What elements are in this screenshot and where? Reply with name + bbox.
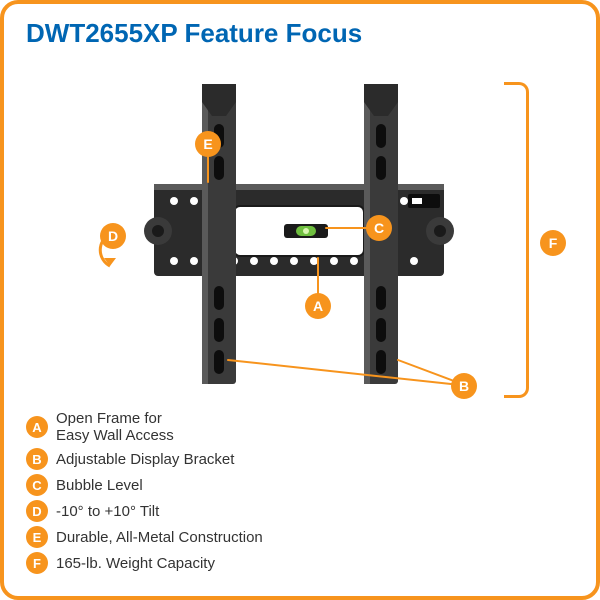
legend-badge-F: F: [26, 552, 48, 574]
legend-text: Adjustable Display Bracket: [56, 451, 234, 468]
legend-text: Open Frame forEasy Wall Access: [56, 410, 174, 444]
callout-A: A: [305, 293, 331, 319]
legend-row: F 165-lb. Weight Capacity: [26, 552, 263, 574]
legend-text: 165-lb. Weight Capacity: [56, 555, 215, 572]
product-illustration: [114, 76, 474, 396]
legend-badge-D: D: [26, 500, 48, 522]
legend-badge-E: E: [26, 526, 48, 548]
legend-row: A Open Frame forEasy Wall Access: [26, 410, 263, 444]
legend-badge-B: B: [26, 448, 48, 470]
callout-B: B: [451, 373, 477, 399]
legend-text: -10° to +10° Tilt: [56, 503, 159, 520]
legend-row: E Durable, All-Metal Construction: [26, 526, 263, 548]
legend-badge-A: A: [26, 416, 48, 438]
infographic-frame: DWT2655XP Feature Focus: [0, 0, 600, 600]
legend-row: D -10° to +10° Tilt: [26, 500, 263, 522]
legend: A Open Frame forEasy Wall Access B Adjus…: [26, 406, 263, 578]
callout-E: E: [195, 131, 221, 157]
legend-badge-C: C: [26, 474, 48, 496]
height-bracket: [504, 82, 529, 398]
legend-row: B Adjustable Display Bracket: [26, 448, 263, 470]
page-title: DWT2655XP Feature Focus: [26, 18, 362, 49]
callout-F: F: [540, 230, 566, 256]
legend-text: Bubble Level: [56, 477, 143, 494]
callout-C: C: [366, 215, 392, 241]
legend-text: Durable, All-Metal Construction: [56, 529, 263, 546]
callout-D: D: [100, 223, 126, 249]
legend-row: C Bubble Level: [26, 474, 263, 496]
